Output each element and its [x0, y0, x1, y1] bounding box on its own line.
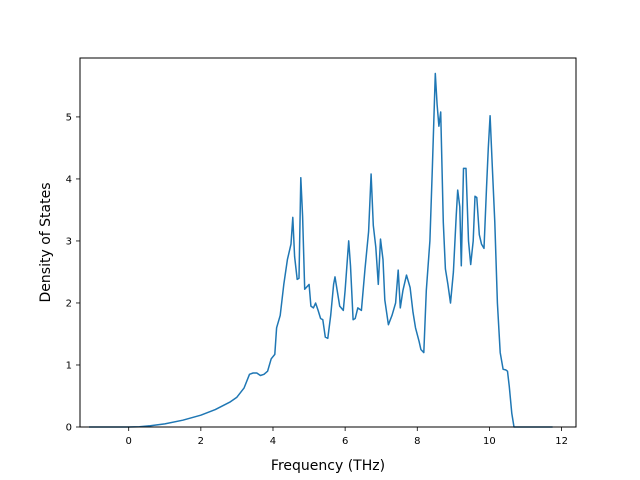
x-tick-label: 0	[126, 436, 132, 447]
y-axis-ticks: 0 1 2 3 4 5	[66, 112, 80, 434]
y-tick-label: 0	[66, 423, 72, 434]
axes-frame	[79, 57, 577, 428]
plot-area	[89, 72, 553, 428]
y-tick-label: 4	[66, 174, 72, 185]
y-tick-label: 1	[66, 360, 72, 371]
y-axis-label: Density of States	[38, 183, 54, 303]
x-tick-label: 10	[483, 436, 496, 447]
x-axis-label: Frequency (THz)	[271, 458, 385, 474]
x-tick-label: 8	[414, 436, 420, 447]
x-axis-ticks: 0 2 4 6 8 10 12	[126, 427, 568, 447]
y-tick-label: 5	[66, 112, 72, 123]
y-tick-label: 2	[66, 298, 72, 309]
x-tick-label: 2	[198, 436, 204, 447]
x-tick-label: 12	[555, 436, 568, 447]
x-tick-label: 6	[342, 436, 348, 447]
dos-series-line	[89, 72, 553, 428]
y-tick-label: 3	[66, 236, 72, 247]
x-tick-label: 4	[270, 436, 276, 447]
